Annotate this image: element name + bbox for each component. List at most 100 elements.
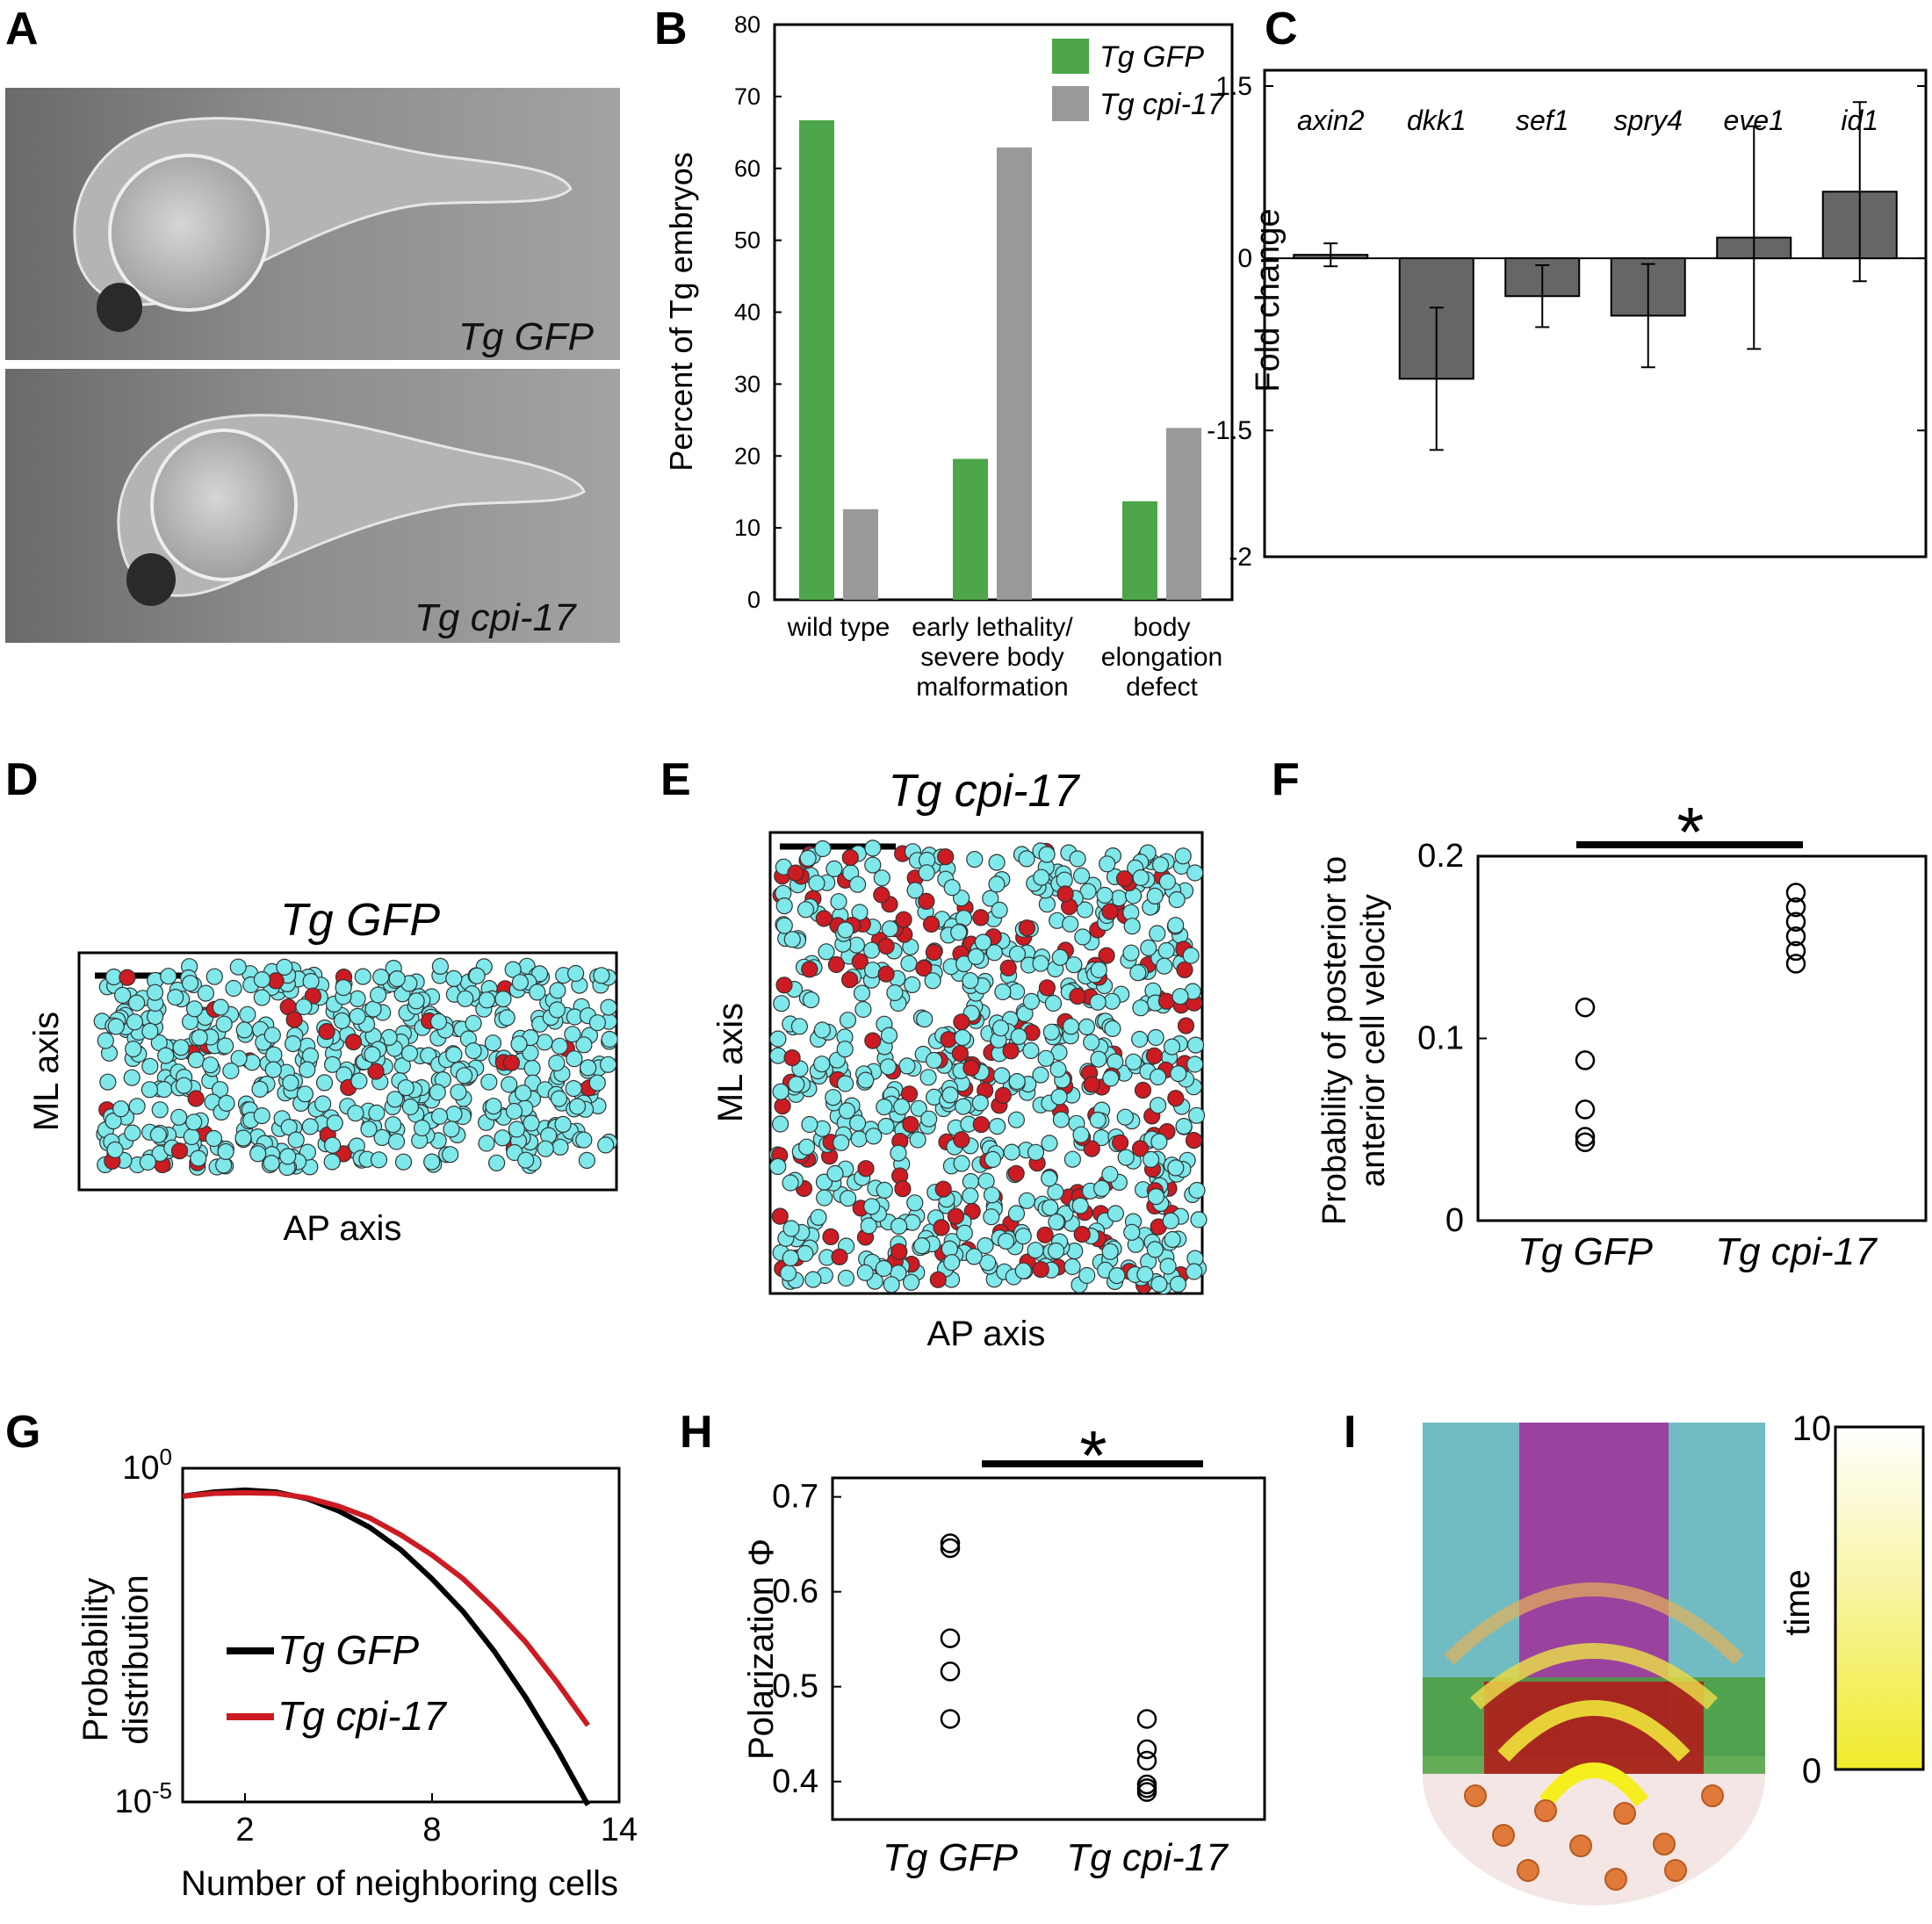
plot-d-cell-cyan xyxy=(566,1050,583,1068)
plot-e-cell-cyan xyxy=(1047,1183,1064,1201)
plot-e-cell-cyan xyxy=(1110,890,1128,907)
plot-d-cell-cyan xyxy=(299,1061,316,1078)
plot-d-cell-cyan xyxy=(394,1153,413,1171)
plot-d-cell-cyan xyxy=(350,1072,368,1090)
plot-e-cell-cyan xyxy=(1151,856,1170,874)
chart-g-ylabel: Probability xyxy=(76,1578,115,1742)
plot-d-frame xyxy=(77,951,618,1192)
plot-e-cell-cyan xyxy=(1089,993,1107,1011)
chart-h-point xyxy=(1136,1778,1157,1798)
plot-d-cell-cyan xyxy=(197,984,214,1002)
plot-e-cell-red xyxy=(1007,1164,1025,1182)
plot-d-cell-cyan xyxy=(430,1107,449,1125)
plot-d-cell-cyan xyxy=(537,1140,554,1157)
plot-d-cell-cyan xyxy=(564,1026,581,1043)
chart-c-ytick-label: 1.5 xyxy=(1215,72,1252,101)
plot-e-cell-cyan xyxy=(985,944,1004,962)
plot-e-cell-cyan xyxy=(1146,887,1164,905)
plot-d-cell-cyan xyxy=(554,1115,572,1134)
plot-e-cell-red xyxy=(994,1086,1013,1105)
plot-d-cell-cyan xyxy=(601,1030,618,1048)
plot-e-cell-red xyxy=(1018,919,1036,937)
plot-d-cell-cyan xyxy=(599,1056,617,1073)
plot-d-cell-cyan xyxy=(551,1138,569,1156)
plot-e-cell-cyan xyxy=(988,854,1006,871)
plot-d-cell-cyan xyxy=(141,1081,158,1099)
plot-e-cell-red xyxy=(827,955,846,974)
plot-d-cell-cyan xyxy=(157,1047,175,1064)
panel-c: C 1.5 0 -1.5 -2 axin2 dkk1 sef1 spry4 eve1 id1 Fol… xyxy=(1207,4,1928,572)
plot-e-cell-cyan xyxy=(966,850,984,868)
plot-e-cell-cyan xyxy=(1065,956,1083,974)
label-tg-gfp: Tg GFP xyxy=(458,315,595,358)
plot-e-cell-cyan xyxy=(977,1236,994,1255)
plot-e-cell-red xyxy=(940,1031,957,1048)
plot-e-cell-cyan xyxy=(1136,1265,1154,1283)
plot-e-cell-cyan xyxy=(813,1056,831,1073)
plot-e-cell-cyan xyxy=(1010,1027,1027,1046)
plot-d-cell-cyan xyxy=(295,998,313,1016)
chart-b-category-label: early lethality/ xyxy=(912,613,1073,642)
plot-d-cell-cyan xyxy=(251,1080,269,1099)
plot-d-cell-cyan xyxy=(99,1073,117,1091)
panel-f: F 0 0.1 0.2 Tg GFP Tg cpi-17 * Probability of … xyxy=(1272,754,1928,1273)
plot-e-cell-red xyxy=(934,1180,952,1198)
plot-e-cell-red xyxy=(1083,1076,1100,1093)
plot-e-cell-cyan xyxy=(816,1189,833,1207)
plot-e-cell-red xyxy=(864,1032,882,1049)
panel-c-letter: C xyxy=(1265,4,1298,54)
plot-e-cell-red xyxy=(918,892,935,911)
plot-d-cell-cyan xyxy=(445,1046,463,1063)
plot-e-cell-cyan xyxy=(837,1269,855,1287)
plot-e-cell-red xyxy=(951,1045,970,1063)
plot-e-cell-cyan xyxy=(1099,855,1116,873)
plot-d-cell-cyan xyxy=(455,1067,473,1085)
chart-f-point xyxy=(1785,940,1806,962)
plot-d-cell-cyan xyxy=(511,974,530,991)
plot-e-cell-cyan xyxy=(1174,847,1192,865)
plot-e-cell-cyan xyxy=(836,1075,854,1092)
plot-e-cell-red xyxy=(1056,885,1074,903)
plot-e-cell-cyan xyxy=(1018,850,1035,868)
plot-d-cell-cyan xyxy=(485,1098,502,1115)
chart-h-point xyxy=(940,1628,961,1648)
plot-e-cell-cyan xyxy=(955,1098,972,1115)
plot-d-cell-cyan xyxy=(501,1076,518,1093)
chart-g-xtick-label: 8 xyxy=(422,1812,441,1848)
chart-f-category-label: Tg GFP xyxy=(1517,1230,1654,1273)
chart-b-bar xyxy=(843,508,878,600)
chart-g-ylabel: distribution xyxy=(117,1575,155,1744)
plot-e-cell-cyan xyxy=(1122,944,1140,962)
plot-e-cell-cyan xyxy=(920,1110,938,1128)
chart-f-category-label: Tg cpi-17 xyxy=(1715,1230,1878,1273)
plot-e-cell-cyan xyxy=(1132,999,1150,1017)
plot-d-cell-cyan xyxy=(249,1145,267,1163)
plot-d-cell-cyan xyxy=(368,1104,386,1122)
plot-d-cell-cyan xyxy=(191,1028,208,1047)
tailbud-cells xyxy=(1464,1784,1724,1891)
chart-f-ytick-label: 0.1 xyxy=(1417,1020,1464,1057)
plot-e-cell-cyan xyxy=(1108,1266,1126,1285)
panel-i: I 10 0 time xyxy=(1344,1407,1925,1906)
plot-e-cell-cyan xyxy=(1131,1030,1149,1048)
plot-d-cell-cyan xyxy=(349,1007,366,1026)
plot-e-cell-cyan xyxy=(893,1098,911,1115)
plot-e-cell-cyan xyxy=(886,984,904,1002)
plot-d-cell-cyan xyxy=(548,1054,566,1072)
plot-e-cell-cyan xyxy=(779,1265,797,1282)
chart-h-point xyxy=(940,1661,961,1682)
plot-e-cell-cyan xyxy=(1182,947,1200,964)
plot-d-cell-red xyxy=(170,1142,189,1160)
plot-e-cell-red xyxy=(972,909,990,926)
plot-d-cell-cyan xyxy=(141,1057,159,1075)
plot-e-cell-red xyxy=(929,1271,947,1288)
plot-d-cell-cyan xyxy=(323,1153,341,1171)
chart-c-ytick-label: -1.5 xyxy=(1207,416,1252,445)
plot-e-cell-red xyxy=(1176,961,1193,979)
plot-e-cell-cyan xyxy=(909,1131,926,1149)
plot-d-cell-cyan xyxy=(578,1151,596,1170)
plot-e-cell-cyan xyxy=(1003,1143,1020,1161)
plot-e-cell-cyan xyxy=(1063,1150,1082,1168)
chart-h-frame xyxy=(831,1476,1266,1821)
time-colorbar: 10 0 time xyxy=(1778,1409,1925,1791)
